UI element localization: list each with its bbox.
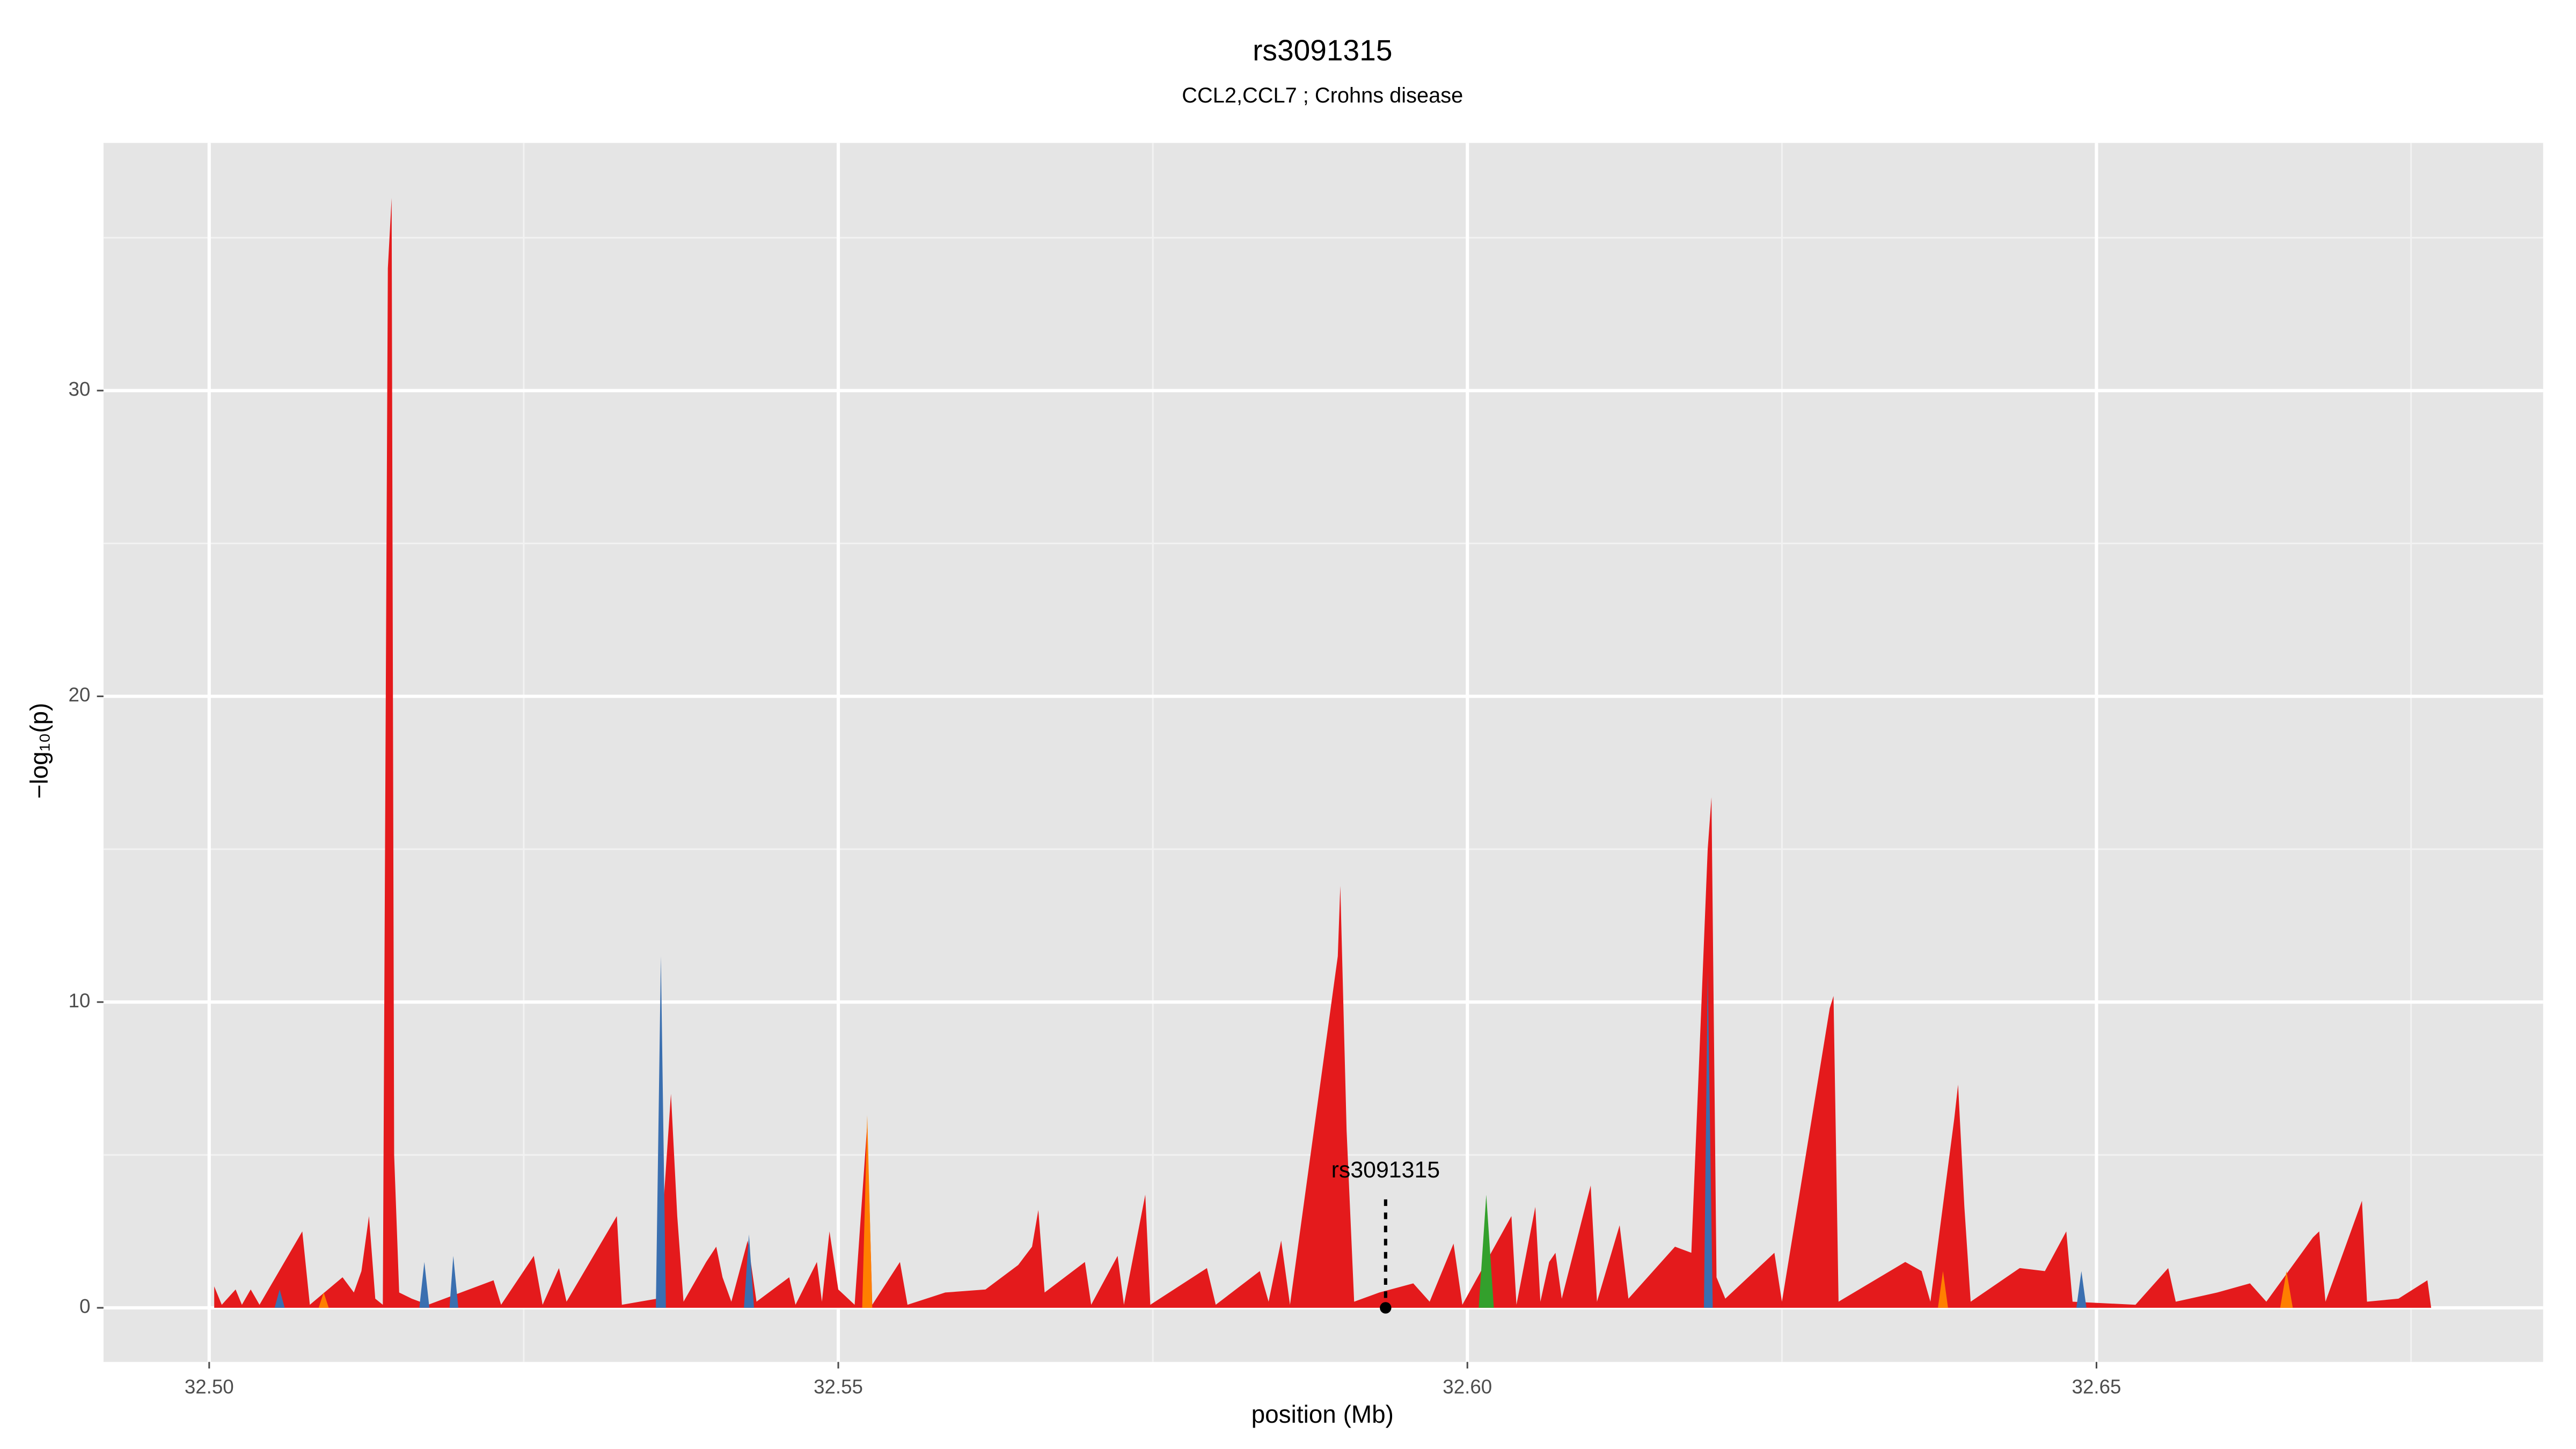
x-axis-label: position (Mb) <box>1252 1400 1394 1428</box>
x-tick-label: 32.55 <box>814 1375 863 1397</box>
y-tick-label: 0 <box>79 1296 90 1318</box>
x-tick-label: 32.65 <box>2072 1375 2121 1397</box>
y-axis-label: −log₁₀(p) <box>25 703 53 799</box>
annotation-label: rs3091315 <box>1331 1157 1440 1183</box>
x-tick-label: 32.50 <box>185 1375 234 1397</box>
y-tick-label: 30 <box>69 378 91 400</box>
y-tick-label: 20 <box>69 684 91 706</box>
area <box>214 197 2432 1308</box>
chart-title: rs3091315 <box>1253 34 1392 67</box>
y-tick-label: 10 <box>69 990 91 1012</box>
chart-subtitle: CCL2,CCL7 ; Crohns disease <box>1182 84 1463 107</box>
area <box>1479 1195 1494 1308</box>
annotation-point <box>1380 1302 1392 1314</box>
x-tick-label: 32.60 <box>1443 1375 1492 1397</box>
